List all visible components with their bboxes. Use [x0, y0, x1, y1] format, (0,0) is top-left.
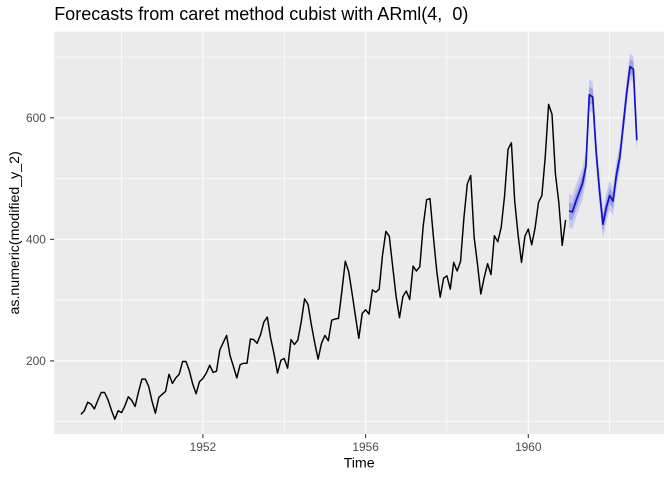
svg-text:as.numeric(modified_y_2): as.numeric(modified_y_2) — [7, 151, 23, 314]
svg-text:1956: 1956 — [352, 440, 379, 454]
svg-text:600: 600 — [26, 111, 46, 125]
svg-text:Forecasts from caret method cu: Forecasts from caret method cubist with … — [54, 4, 468, 24]
svg-text:1952: 1952 — [190, 440, 217, 454]
svg-text:Time: Time — [344, 456, 375, 472]
svg-text:200: 200 — [26, 354, 46, 368]
svg-text:1960: 1960 — [515, 440, 542, 454]
svg-text:400: 400 — [26, 233, 46, 247]
